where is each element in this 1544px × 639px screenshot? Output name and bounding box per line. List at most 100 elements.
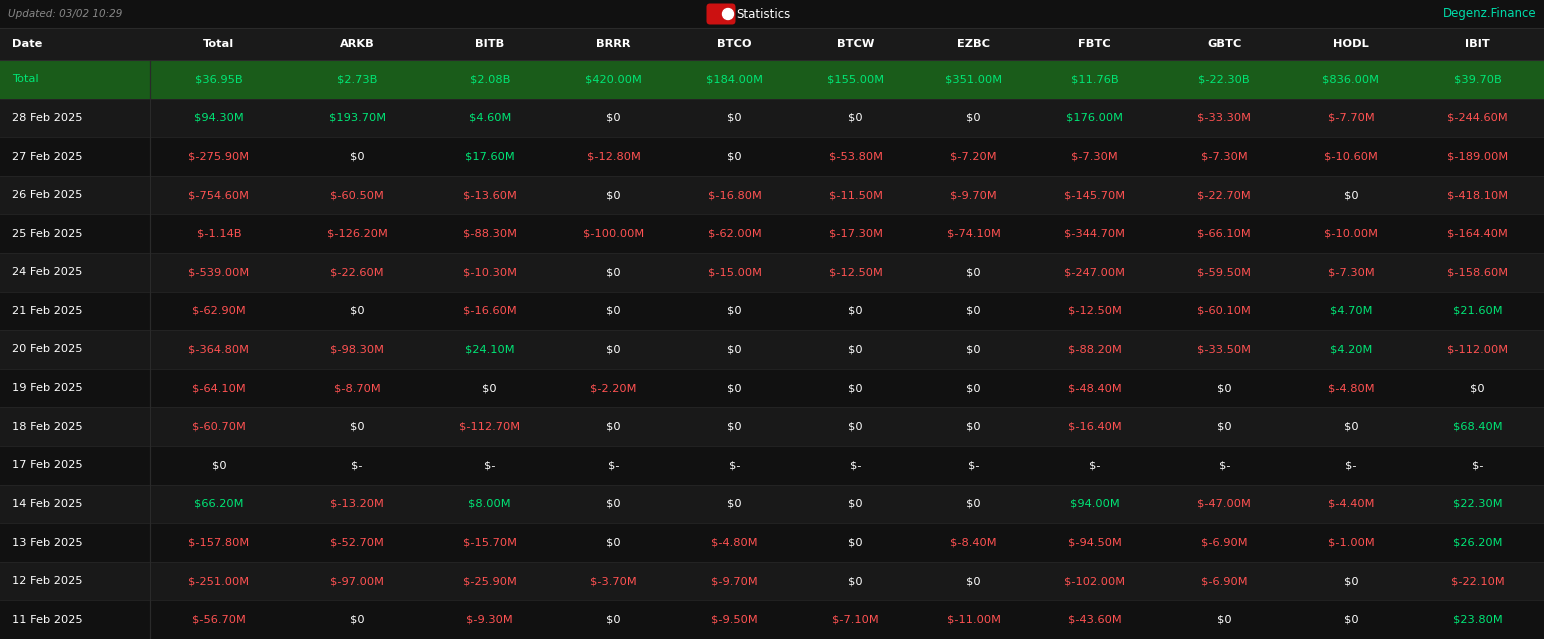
Text: $-9.70M: $-9.70M xyxy=(950,190,997,200)
Text: $26.20M: $26.20M xyxy=(1453,537,1502,548)
Bar xyxy=(0,562,1544,601)
Text: $-100.00M: $-100.00M xyxy=(584,229,644,239)
Text: $0: $0 xyxy=(607,615,621,625)
Bar xyxy=(0,330,1544,369)
Text: GBTC: GBTC xyxy=(1207,39,1241,49)
Text: $-: $- xyxy=(1471,460,1484,470)
Text: $-: $- xyxy=(968,460,979,470)
Text: $-53.80M: $-53.80M xyxy=(829,151,883,162)
Text: $0: $0 xyxy=(727,306,741,316)
Text: $23.80M: $23.80M xyxy=(1453,615,1502,625)
Text: $-244.60M: $-244.60M xyxy=(1447,113,1508,123)
Text: $-6.90M: $-6.90M xyxy=(1201,537,1248,548)
Text: $836.00M: $836.00M xyxy=(1323,74,1379,84)
Text: $155.00M: $155.00M xyxy=(828,74,885,84)
Text: $-97.00M: $-97.00M xyxy=(330,576,384,586)
Text: $-2.20M: $-2.20M xyxy=(590,383,636,393)
Text: $0: $0 xyxy=(212,460,227,470)
Text: 17 Feb 2025: 17 Feb 2025 xyxy=(12,460,83,470)
Bar xyxy=(0,215,1544,253)
Text: $-247.00M: $-247.00M xyxy=(1064,267,1126,277)
Text: Updated: 03/02 10:29: Updated: 03/02 10:29 xyxy=(8,9,122,19)
Bar xyxy=(0,523,1544,562)
Text: $0: $0 xyxy=(1470,383,1485,393)
Text: $-112.00M: $-112.00M xyxy=(1447,344,1508,355)
Text: $0: $0 xyxy=(607,190,621,200)
Text: $0: $0 xyxy=(967,113,980,123)
Text: Total: Total xyxy=(12,74,39,84)
Text: $-16.80M: $-16.80M xyxy=(707,190,761,200)
Text: $-60.70M: $-60.70M xyxy=(191,422,245,432)
Text: $4.20M: $4.20M xyxy=(1329,344,1373,355)
Text: $0: $0 xyxy=(1217,383,1232,393)
Text: $351.00M: $351.00M xyxy=(945,74,1002,84)
Text: $-: $- xyxy=(483,460,496,470)
Text: $-13.60M: $-13.60M xyxy=(463,190,517,200)
Text: $-22.70M: $-22.70M xyxy=(1198,190,1251,200)
Text: IBIT: IBIT xyxy=(1465,39,1490,49)
Text: 26 Feb 2025: 26 Feb 2025 xyxy=(12,190,82,200)
Text: $0: $0 xyxy=(848,383,863,393)
Circle shape xyxy=(723,8,733,20)
Text: $-4.40M: $-4.40M xyxy=(1328,499,1374,509)
Text: $-344.70M: $-344.70M xyxy=(1064,229,1126,239)
Text: 25 Feb 2025: 25 Feb 2025 xyxy=(12,229,82,239)
Text: $0: $0 xyxy=(967,267,980,277)
Text: Statistics: Statistics xyxy=(736,8,791,20)
Text: ARKB: ARKB xyxy=(340,39,375,49)
Text: $-10.30M: $-10.30M xyxy=(463,267,517,277)
Text: $0: $0 xyxy=(848,422,863,432)
Text: FBTC: FBTC xyxy=(1078,39,1112,49)
Text: $0: $0 xyxy=(727,499,741,509)
Text: $193.70M: $193.70M xyxy=(329,113,386,123)
Text: $-189.00M: $-189.00M xyxy=(1447,151,1508,162)
Text: $0: $0 xyxy=(1217,615,1232,625)
Text: $-: $- xyxy=(1345,460,1357,470)
Text: $39.70B: $39.70B xyxy=(1454,74,1502,84)
Text: $176.00M: $176.00M xyxy=(1065,113,1122,123)
Text: $0: $0 xyxy=(967,499,980,509)
Text: $-7.30M: $-7.30M xyxy=(1072,151,1118,162)
Text: $-12.50M: $-12.50M xyxy=(829,267,883,277)
Bar xyxy=(0,408,1544,446)
Text: $-9.50M: $-9.50M xyxy=(712,615,758,625)
Bar xyxy=(0,446,1544,484)
Text: $0: $0 xyxy=(848,499,863,509)
Text: HODL: HODL xyxy=(1332,39,1370,49)
Bar xyxy=(0,137,1544,176)
Text: $94.00M: $94.00M xyxy=(1070,499,1119,509)
Text: $0: $0 xyxy=(350,151,364,162)
Text: $-56.70M: $-56.70M xyxy=(191,615,245,625)
Text: $4.60M: $4.60M xyxy=(468,113,511,123)
Text: $11.76B: $11.76B xyxy=(1072,74,1118,84)
Text: $-9.70M: $-9.70M xyxy=(712,576,758,586)
Text: $-9.30M: $-9.30M xyxy=(466,615,513,625)
Text: $-48.40M: $-48.40M xyxy=(1068,383,1121,393)
Text: $420.00M: $420.00M xyxy=(585,74,642,84)
Text: $0: $0 xyxy=(727,344,741,355)
Text: 13 Feb 2025: 13 Feb 2025 xyxy=(12,537,83,548)
Text: $-15.70M: $-15.70M xyxy=(463,537,517,548)
Text: 27 Feb 2025: 27 Feb 2025 xyxy=(12,151,82,162)
Bar xyxy=(0,98,1544,137)
Text: $-62.90M: $-62.90M xyxy=(191,306,245,316)
Text: $-4.80M: $-4.80M xyxy=(1328,383,1374,393)
Text: $0: $0 xyxy=(482,383,497,393)
Text: $-: $- xyxy=(1089,460,1101,470)
Text: $-12.50M: $-12.50M xyxy=(1068,306,1121,316)
Text: $0: $0 xyxy=(848,537,863,548)
Text: $-102.00M: $-102.00M xyxy=(1064,576,1126,586)
Text: $2.08B: $2.08B xyxy=(469,74,510,84)
Text: $-: $- xyxy=(1218,460,1231,470)
Text: 24 Feb 2025: 24 Feb 2025 xyxy=(12,267,82,277)
Text: $-74.10M: $-74.10M xyxy=(946,229,1001,239)
Text: $-: $- xyxy=(849,460,862,470)
Text: $-3.70M: $-3.70M xyxy=(590,576,638,586)
Text: $-754.60M: $-754.60M xyxy=(188,190,250,200)
Text: $-: $- xyxy=(729,460,740,470)
Text: BTCW: BTCW xyxy=(837,39,874,49)
Text: $-: $- xyxy=(352,460,363,470)
Text: $0: $0 xyxy=(350,422,364,432)
Bar xyxy=(0,60,1544,98)
Text: $-66.10M: $-66.10M xyxy=(1198,229,1251,239)
